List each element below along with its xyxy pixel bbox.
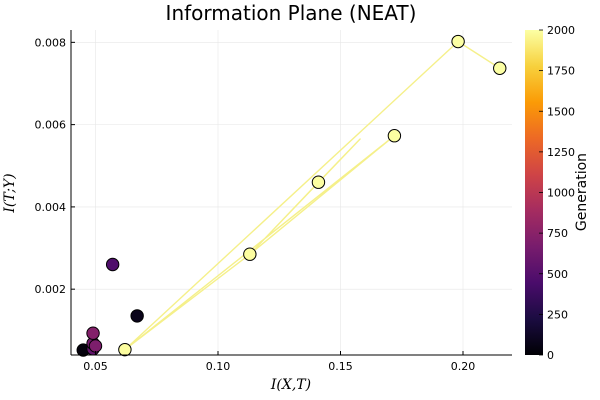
colorbar-tick-label: 2000 — [547, 24, 575, 37]
data-point — [130, 309, 144, 323]
y-tick-label: 0.002 — [35, 283, 67, 296]
trajectory-layer — [124, 40, 501, 351]
colorbar-tick-label: 1500 — [547, 105, 575, 118]
data-point — [88, 339, 103, 353]
y-axis-label: I(T;Y) — [2, 173, 18, 213]
chart-title: Information Plane (NEAT) — [166, 1, 417, 25]
colorbar — [525, 30, 543, 355]
data-point — [387, 129, 402, 143]
colorbar-tick-label: 1750 — [547, 65, 575, 78]
trajectory-line — [124, 40, 501, 351]
colorbar-ticks: 0 250 500 750 1000 1250 1500 1750 2000 — [539, 24, 575, 362]
colorbar-tick-label: 1250 — [547, 146, 575, 159]
colorbar-tick-label: 750 — [547, 227, 568, 240]
points-layer — [76, 34, 507, 357]
colorbar-gradient — [525, 30, 543, 355]
colorbar-tick-label: 1000 — [547, 187, 575, 200]
data-point — [118, 342, 132, 357]
data-point — [493, 61, 507, 75]
axes — [70, 30, 512, 356]
x-tick-label: 0.05 — [83, 360, 108, 373]
x-ticks: 0.05 0.10 0.15 0.20 — [83, 351, 475, 373]
plot-area — [71, 30, 512, 355]
y-tick-label: 0.006 — [35, 119, 67, 132]
data-point — [243, 247, 257, 261]
x-tick-label: 0.10 — [206, 360, 231, 373]
colorbar-tick-label: 250 — [547, 308, 568, 321]
colorbar-tick-label: 0 — [547, 349, 554, 362]
y-ticks: 0.002 0.004 0.006 0.008 — [35, 36, 75, 296]
data-point — [86, 326, 100, 340]
data-point — [451, 34, 465, 49]
data-point — [105, 257, 120, 272]
x-axis-label: I(X,T) — [270, 377, 311, 393]
colorbar-tick-label: 500 — [547, 268, 568, 281]
y-tick-label: 0.008 — [35, 36, 67, 49]
colorbar-label: Generation — [574, 153, 590, 231]
y-tick-label: 0.004 — [35, 201, 67, 214]
data-point — [311, 175, 326, 189]
x-tick-label: 0.20 — [451, 360, 476, 373]
x-tick-label: 0.15 — [328, 360, 353, 373]
grid — [71, 30, 512, 355]
